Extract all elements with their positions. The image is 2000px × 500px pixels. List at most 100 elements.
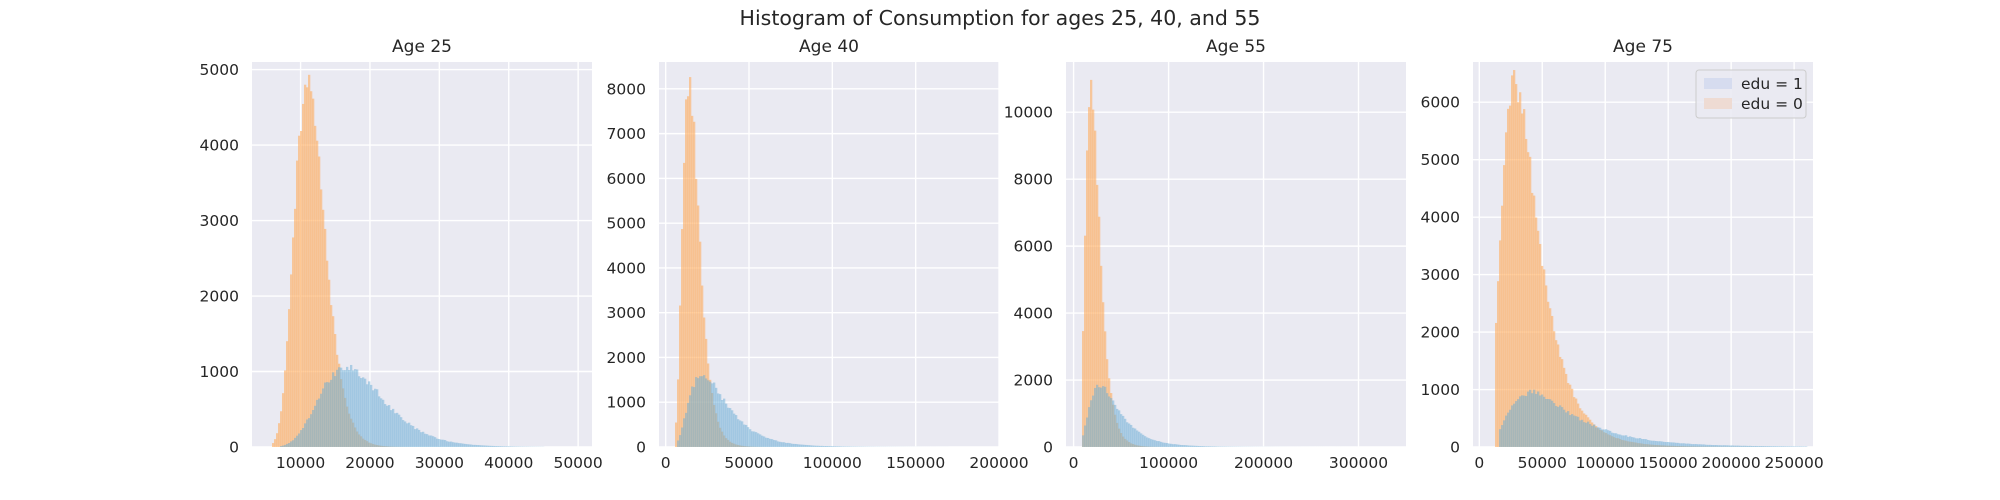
histogram-bar [677,379,680,447]
histogram-bar [1182,445,1185,447]
histogram-bar [314,405,317,447]
histogram-bar [1513,403,1516,447]
histogram-bar [1102,386,1105,447]
histogram-bar [1767,446,1770,447]
histogram-bar [468,444,471,447]
histogram-bar [697,205,700,447]
histogram-bar [765,437,768,447]
histogram-bar [384,404,387,447]
histogram-bar [496,446,499,447]
histogram-bar [1154,440,1157,447]
histogram-bar [1158,441,1161,447]
histogram-bar [1709,444,1712,447]
histogram-bar [683,418,686,447]
histogram-bar [1785,446,1788,447]
histogram-bar [1557,406,1560,447]
histogram-bar [705,378,708,447]
histogram-bar [1653,440,1656,447]
histogram-bar [1663,441,1666,447]
histogram-bar [1495,322,1498,447]
histogram-bar [685,99,688,447]
histogram-bar [1607,430,1610,447]
histogram-bar [1563,409,1566,447]
histogram-bar [312,98,315,447]
histogram-bar [1735,445,1738,447]
y-tick-label: 2000 [607,349,646,367]
y-tick-label: 4000 [200,137,239,155]
histogram-bar [506,446,509,447]
histogram-bar [1168,443,1171,447]
panel-age-3: Age 75 0 50000 100000 150000 200000 250000 0 100… [1421,37,1824,472]
histogram-bar [370,384,373,447]
histogram-bar [1787,446,1790,447]
histogram-bar [1619,434,1622,447]
histogram-bar [492,445,495,447]
histogram-bar [326,382,329,447]
histogram-bar [1565,373,1568,447]
histogram-bar [1150,439,1153,447]
histogram-bar [376,389,379,447]
histogram-bar [1531,393,1534,447]
histogram-bar [1773,446,1776,447]
histogram-bar [1515,401,1518,447]
histogram-bar [1507,412,1510,447]
histogram-bar [344,370,347,447]
histogram-bar [1501,205,1504,447]
histogram-bar [322,209,325,447]
histogram-bar [717,393,720,447]
histogram-bar [1771,446,1774,447]
histogram-bar [1511,75,1514,447]
histogram-bar [470,444,473,447]
histogram-bar [294,437,297,447]
histogram-bar [775,440,778,447]
series-edu1 [280,364,545,447]
histogram-bar [1102,302,1105,447]
histogram-bar [1527,152,1530,447]
histogram-bar [1565,412,1568,447]
histogram-bar [448,441,451,447]
histogram-bar [1148,438,1151,447]
histogram-bar [472,444,475,447]
x-tick-label: 0 [661,454,671,472]
histogram-bar [1142,434,1145,447]
histogram-bar [1697,444,1700,447]
histogram-bar [1573,415,1576,447]
histogram-bar [1112,400,1115,447]
histogram-bar [761,435,764,447]
histogram-bar [1689,443,1692,447]
histogram-bar [1214,446,1217,447]
panel-title: Age 55 [1206,37,1266,57]
histogram-bar [1757,446,1760,447]
histogram-bar [1769,446,1772,447]
histogram-bar [326,260,329,447]
histogram-bar [1533,195,1536,447]
histogram-bar [314,125,317,447]
histogram-bar [1162,442,1165,447]
histogram-bar [1525,138,1528,447]
histogram-bar [310,414,313,447]
histogram-bar [691,115,694,447]
histogram-bar [691,386,694,447]
histogram-bar [386,405,389,447]
histogram-bar [1715,445,1718,447]
histogram-bar [1136,430,1139,447]
histogram-bar [424,433,427,447]
histogram-bar [1699,444,1702,447]
histogram-bar [1503,165,1506,447]
histogram-bar [404,421,407,447]
histogram-bar [1721,445,1724,447]
x-tick-label: 200000 [1702,454,1761,472]
histogram-bar [711,383,714,447]
histogram-bar [1603,429,1606,447]
histogram-bar [1673,442,1676,447]
histogram-bar [294,208,297,447]
histogram-bar [338,367,341,447]
histogram-bar [699,376,702,447]
histogram-bar [476,445,479,447]
histogram-bar [1519,92,1522,447]
histogram-bar [1705,444,1708,447]
histogram-bar [827,446,830,447]
histogram-bar [735,415,738,447]
histogram-bar [466,444,469,447]
